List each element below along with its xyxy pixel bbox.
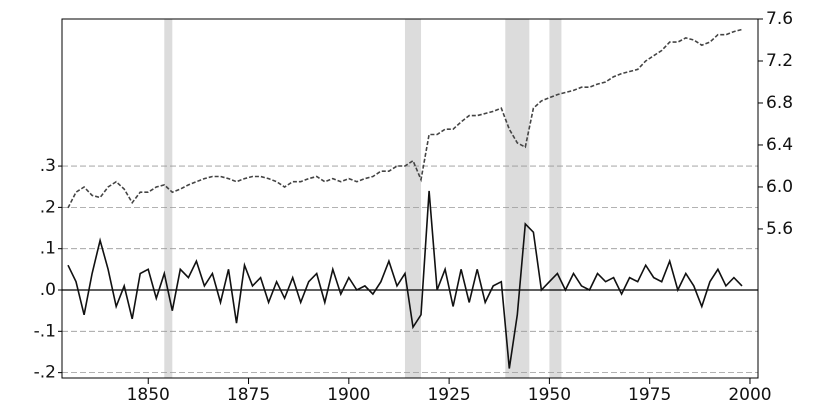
y-tick-label: -.2 <box>34 363 56 383</box>
y2-tick-label: 6.0 <box>766 177 793 197</box>
x-tick-label: 1950 <box>528 385 571 404</box>
y2-tick-label: 6.8 <box>766 93 793 113</box>
x-tick-label: 2000 <box>728 385 771 404</box>
y2-tick-label: 6.4 <box>766 135 793 155</box>
y2-tick-label: 5.6 <box>766 219 793 239</box>
y2-tick-label: 7.6 <box>766 9 793 29</box>
series-line <box>67 28 743 209</box>
y2-tick-label: 7.2 <box>766 51 793 71</box>
x-tick-label: 1850 <box>127 385 170 404</box>
x-tick-label: 1900 <box>327 385 370 404</box>
shaded-period <box>164 19 173 378</box>
y-tick-label: .2 <box>40 197 56 217</box>
shaded-period <box>404 19 422 378</box>
y-tick-label: .3 <box>40 156 56 176</box>
plot-frame <box>61 18 759 379</box>
y-tick-label: .1 <box>40 239 56 259</box>
x-tick-label: 1975 <box>628 385 671 404</box>
shaded-period <box>505 19 530 378</box>
x-tick-label: 1875 <box>227 385 270 404</box>
y-tick-label: .0 <box>40 280 56 300</box>
x-tick-label: 1925 <box>427 385 470 404</box>
shaded-period <box>549 19 562 378</box>
y-tick-label: -.1 <box>34 321 56 341</box>
series-line <box>67 190 743 369</box>
